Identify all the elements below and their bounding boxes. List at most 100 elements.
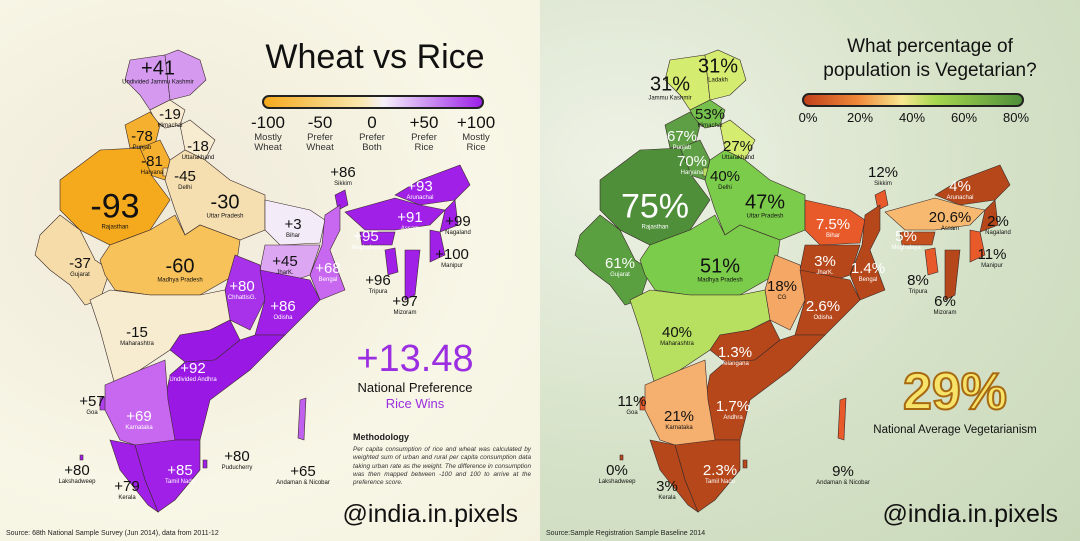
legend-tick: +100 Mostly Rice <box>457 113 495 154</box>
state-mp <box>639 214 781 296</box>
state-name: Assam <box>940 226 960 232</box>
state-label-jk: +41 Undivided Jammu Kashmir <box>122 59 194 86</box>
state-name: Haryana <box>680 170 704 176</box>
state-uk <box>179 119 216 161</box>
state-name: Meghalaya <box>351 245 381 251</box>
state-value: +86 <box>330 164 356 181</box>
state-value: 40% <box>661 324 693 341</box>
state-value: 53% <box>694 106 726 123</box>
state-name: JharK. <box>816 270 834 276</box>
state-value: +97 <box>392 293 418 310</box>
state-label-kl: 3% Kerala <box>656 479 678 501</box>
legend-gradient-bar <box>802 93 1024 107</box>
state-name: Kerala <box>658 495 676 501</box>
state-sk <box>334 189 349 211</box>
state-label-up: -30 Uttar Pradesh <box>206 193 243 220</box>
state-value: +45 <box>272 253 298 270</box>
state-label-cg: 18% CG <box>767 279 797 301</box>
state-ld <box>79 454 84 461</box>
state-label-tr: 8% Tripura <box>907 273 929 295</box>
state-name: Madhya Pradesh <box>157 277 203 284</box>
national-preference-label: National Preference <box>357 380 473 395</box>
state-name: Karnataka <box>125 425 153 431</box>
state-ml <box>899 231 936 246</box>
legend-tick-label: Both <box>362 142 382 154</box>
state-label-gj: -37 Gujarat <box>69 256 91 278</box>
state-name: Ladakh <box>708 77 728 84</box>
state-mz <box>404 249 421 301</box>
state-value: +95 <box>353 228 379 245</box>
state-label-ld: +80 Lakshadweep <box>58 463 95 485</box>
state-value: -18 <box>187 138 209 155</box>
state-value: 21% <box>663 408 695 425</box>
state-label-dl: -45 Delhi <box>174 169 196 191</box>
state-uk <box>719 119 756 161</box>
state-name: Puducherry <box>221 465 253 471</box>
state-name: Bengal <box>318 277 338 283</box>
state-name: Andhra <box>723 415 743 421</box>
state-value: -15 <box>126 324 148 341</box>
state-label-rj: -93 Rajasthan <box>90 190 139 231</box>
state-py <box>742 459 748 469</box>
national-preference-value: +13.48 <box>356 338 474 380</box>
state-name: Tamil Nadu <box>704 479 736 485</box>
state-name: Tripura <box>908 289 928 295</box>
state-name: Odisha <box>273 315 293 321</box>
state-mn <box>429 229 446 263</box>
state-value: +68 <box>315 260 341 277</box>
legend-tick-value: +100 <box>456 113 496 132</box>
state-kl <box>109 439 159 513</box>
state-value: 6% <box>934 293 956 310</box>
state-value: 1.4% <box>850 260 886 277</box>
state-name: Delhi <box>718 185 732 191</box>
state-value: 2% <box>987 213 1009 230</box>
state-value: +86 <box>270 298 296 315</box>
legend-tick-value: 20% <box>846 110 874 125</box>
state-value: 27% <box>722 138 754 155</box>
state-name: Punjab <box>132 145 152 151</box>
state-label-ar: 4% Arunachal <box>946 179 973 201</box>
legend-tick-label: Rice <box>466 142 486 154</box>
legend-tick-label: Prefer <box>411 131 437 143</box>
state-label-jk: 31% Jammu Kashmir <box>648 75 691 102</box>
state-name: Punjab <box>672 145 692 151</box>
state-an <box>297 397 307 441</box>
state-label-uk: 27% Uttarakhand <box>722 139 755 161</box>
state-value: +69 <box>126 408 152 425</box>
state-value: +93 <box>407 178 433 195</box>
state-value: +85 <box>167 462 193 479</box>
legend-tick-value: 80% <box>1002 110 1030 125</box>
state-name: Uttar Pradesh <box>746 213 784 220</box>
state-name: Uttar Pradesh <box>206 213 244 220</box>
state-name: Jammu Kashmir <box>648 95 692 102</box>
state-label-tg: 1.3% Telangana <box>718 345 752 367</box>
state-label-ap: +92 Undivided Andhra <box>169 361 216 383</box>
state-label-tr: +96 Tripura <box>365 273 390 295</box>
state-nl <box>439 199 459 233</box>
chart-title: Wheat vs Rice <box>265 38 485 76</box>
state-rj <box>59 147 171 246</box>
vegetarian-panel: 31% Jammu Kashmir 31% Ladakh 53% Himachal 67% P… <box>540 0 1080 541</box>
state-label-ml: +95 Meghalaya <box>351 229 380 251</box>
state-label-wb: +68 Bengal <box>315 261 340 283</box>
state-name: Lakshadweep <box>598 479 636 485</box>
legend-tick-label: Prefer <box>307 131 333 143</box>
state-name: Bengal <box>858 277 878 283</box>
state-sk <box>874 189 889 211</box>
state-label-ka: 21% Karnataka <box>664 409 694 431</box>
state-label-ar: +93 Arunachal <box>406 179 433 201</box>
state-wb <box>309 204 346 301</box>
state-value: -93 <box>90 187 140 226</box>
methodology-title: Methodology <box>353 432 409 442</box>
state-label-ld: 0% Lakshadweep <box>598 463 635 485</box>
methodology-text: Per capita consumption of rice and wheat… <box>353 446 531 487</box>
state-label-wb: 1.4% Bengal <box>851 261 885 283</box>
state-name: Undivided Jammu Kashmir <box>122 79 194 86</box>
state-name: Rajasthan <box>101 224 129 231</box>
legend-tick: +50 Prefer Rice <box>410 113 439 154</box>
state-name: Tripura <box>368 289 388 295</box>
state-value: 0% <box>606 462 628 479</box>
state-pb <box>124 111 161 149</box>
state-value: 2.3% <box>702 462 738 479</box>
legend-tick-label: Mostly <box>462 131 490 143</box>
